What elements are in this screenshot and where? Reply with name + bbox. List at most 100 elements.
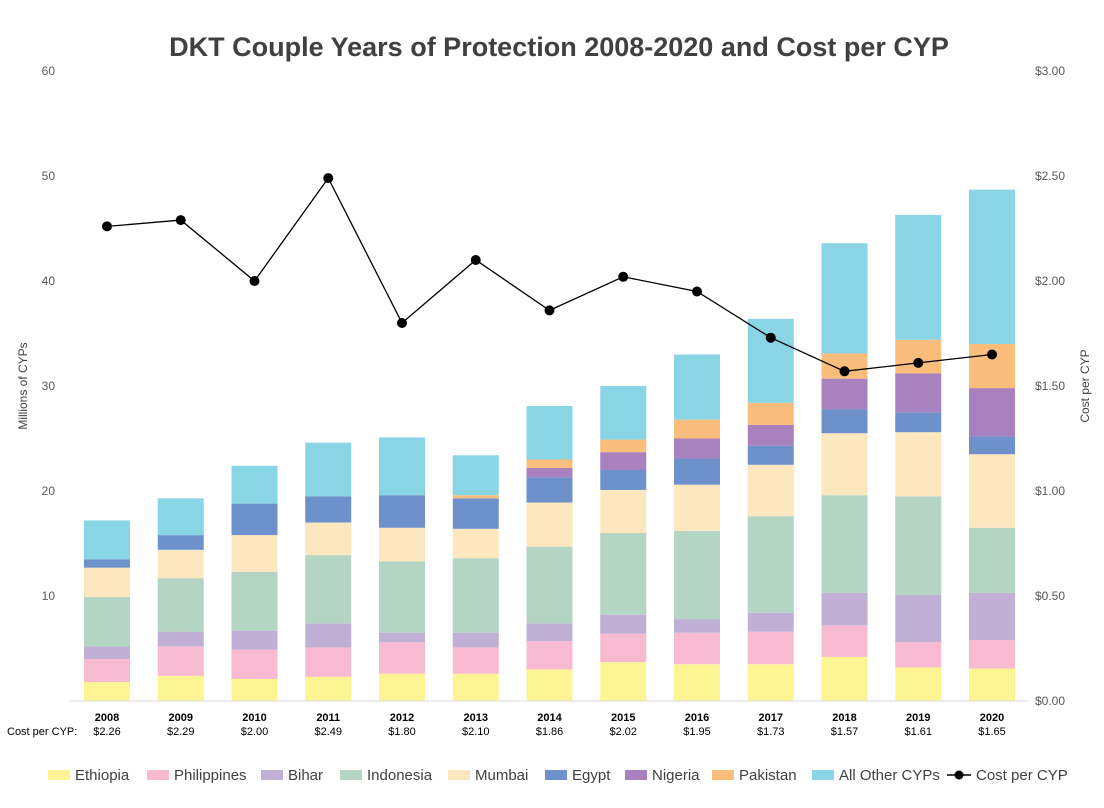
bar-nigeria-2016 [674, 438, 720, 459]
bar-bihar-2013 [452, 632, 499, 648]
bar-all-other-cyps-2013 [452, 455, 499, 496]
bar-bihar-2009 [157, 631, 204, 647]
y-tick-label: 20 [42, 484, 56, 498]
bar-bihar-2011 [305, 623, 352, 648]
cost-label: $1.86 [536, 726, 564, 738]
cost-label: $1.95 [683, 726, 711, 738]
bar-ethiopia-2010 [231, 678, 278, 701]
bar-egypt-2013 [452, 498, 499, 529]
x-tick-label: 2015 [611, 712, 635, 724]
legend-swatch-bihar [261, 770, 283, 780]
legend-label-indonesia: Indonesia [367, 767, 433, 784]
bar-ethiopia-2014 [526, 669, 573, 701]
bar-egypt-2012 [379, 495, 425, 528]
bar-indonesia-2016 [674, 530, 720, 620]
legend-label-philippines: Philippines [174, 767, 247, 784]
bar-mumbai-2018 [821, 433, 868, 496]
bar-nigeria-2020 [969, 388, 1015, 437]
bar-ethiopia-2012 [379, 673, 425, 701]
cost-label: $2.49 [314, 726, 342, 738]
bar-indonesia-2014 [526, 546, 573, 624]
x-tick-label: 2016 [685, 712, 709, 724]
bar-philippines-2008 [84, 659, 130, 683]
bar-mumbai-2012 [379, 527, 425, 562]
cost-label: $2.26 [93, 726, 121, 738]
x-tick-label: 2020 [980, 712, 1004, 724]
bar-all-other-cyps-2010 [231, 465, 278, 504]
bar-bihar-2016 [674, 619, 720, 633]
bar-philippines-2013 [452, 647, 499, 674]
bar-philippines-2020 [969, 640, 1015, 669]
bar-mumbai-2013 [452, 528, 499, 559]
bar-nigeria-2014 [526, 467, 573, 478]
bar-ethiopia-2020 [969, 668, 1015, 701]
bar-pakistan-2017 [747, 402, 794, 425]
x-tick-label: 2018 [832, 712, 856, 724]
cost-point-2014 [544, 305, 555, 316]
legend-swatch-philippines [147, 770, 169, 780]
x-tick-label: 2009 [169, 712, 193, 724]
y2-tick-label: $2.50 [1035, 169, 1065, 183]
bar-egypt-2016 [674, 458, 720, 485]
bar-all-other-cyps-2017 [747, 318, 794, 403]
cost-point-2012 [397, 318, 407, 328]
line-layer [102, 173, 997, 377]
x-tick-label: 2019 [906, 712, 930, 724]
bar-egypt-2020 [969, 436, 1015, 455]
cost-label: $2.02 [609, 726, 637, 738]
y-tick-label: 10 [42, 589, 56, 603]
bar-nigeria-2019 [895, 373, 942, 413]
bar-all-other-cyps-2019 [895, 214, 942, 340]
cost-row-label: Cost per CYP: [7, 726, 77, 738]
bar-indonesia-2015 [600, 533, 647, 615]
bar-nigeria-2017 [747, 424, 794, 446]
x-tick-label: 2014 [537, 712, 562, 724]
cost-label: $2.29 [167, 726, 195, 738]
y-tick-label: 30 [42, 379, 56, 393]
bar-indonesia-2017 [747, 516, 794, 613]
bar-philippines-2017 [747, 631, 794, 665]
bar-pakistan-2016 [674, 419, 720, 439]
bar-indonesia-2008 [84, 597, 130, 647]
bar-all-other-cyps-2015 [600, 386, 647, 440]
bar-egypt-2009 [157, 535, 204, 550]
bar-all-other-cyps-2009 [157, 498, 204, 536]
cost-label: $1.57 [831, 726, 859, 738]
legend-swatch-indonesia [340, 770, 362, 780]
bar-indonesia-2013 [452, 558, 499, 633]
bar-egypt-2018 [821, 409, 868, 434]
legend-swatch-pakistan [712, 770, 734, 780]
bar-nigeria-2015 [600, 452, 647, 470]
axis-layer: 605040302010$3.00$2.50$2.00$1.50$1.00$0.… [42, 64, 1066, 738]
bar-philippines-2009 [157, 646, 204, 676]
bar-all-other-cyps-2011 [305, 442, 352, 497]
legend-swatch-ethiopia [48, 770, 70, 780]
bar-indonesia-2011 [305, 555, 352, 624]
cost-label: $1.80 [388, 726, 416, 738]
bar-mumbai-2020 [969, 454, 1015, 528]
bar-mumbai-2009 [157, 549, 204, 579]
cost-point-2009 [175, 215, 186, 226]
legend-swatch-nigeria [625, 770, 647, 780]
y2-tick-label: $0.50 [1035, 589, 1065, 603]
bar-bihar-2018 [821, 592, 868, 626]
bar-philippines-2014 [526, 641, 573, 670]
bar-bihar-2008 [84, 646, 130, 659]
cost-point-2013 [470, 255, 481, 265]
bar-pakistan-2015 [600, 439, 647, 453]
bar-nigeria-2018 [821, 378, 868, 410]
bar-all-other-cyps-2012 [379, 437, 425, 496]
legend-swatch-cost-marker [954, 770, 964, 780]
legend-label-bihar: Bihar [288, 767, 323, 784]
legend-label-ethiopia: Ethiopia [75, 767, 130, 784]
cost-point-2019 [913, 357, 924, 368]
legend-label-nigeria: Nigeria [652, 767, 700, 784]
bar-philippines-2010 [231, 649, 278, 679]
x-tick-label: 2012 [390, 712, 414, 724]
x-tick-label: 2017 [759, 712, 783, 724]
bar-bihar-2014 [526, 623, 573, 642]
bar-mumbai-2011 [305, 522, 352, 556]
bar-mumbai-2016 [674, 484, 720, 531]
bar-mumbai-2014 [526, 502, 573, 547]
